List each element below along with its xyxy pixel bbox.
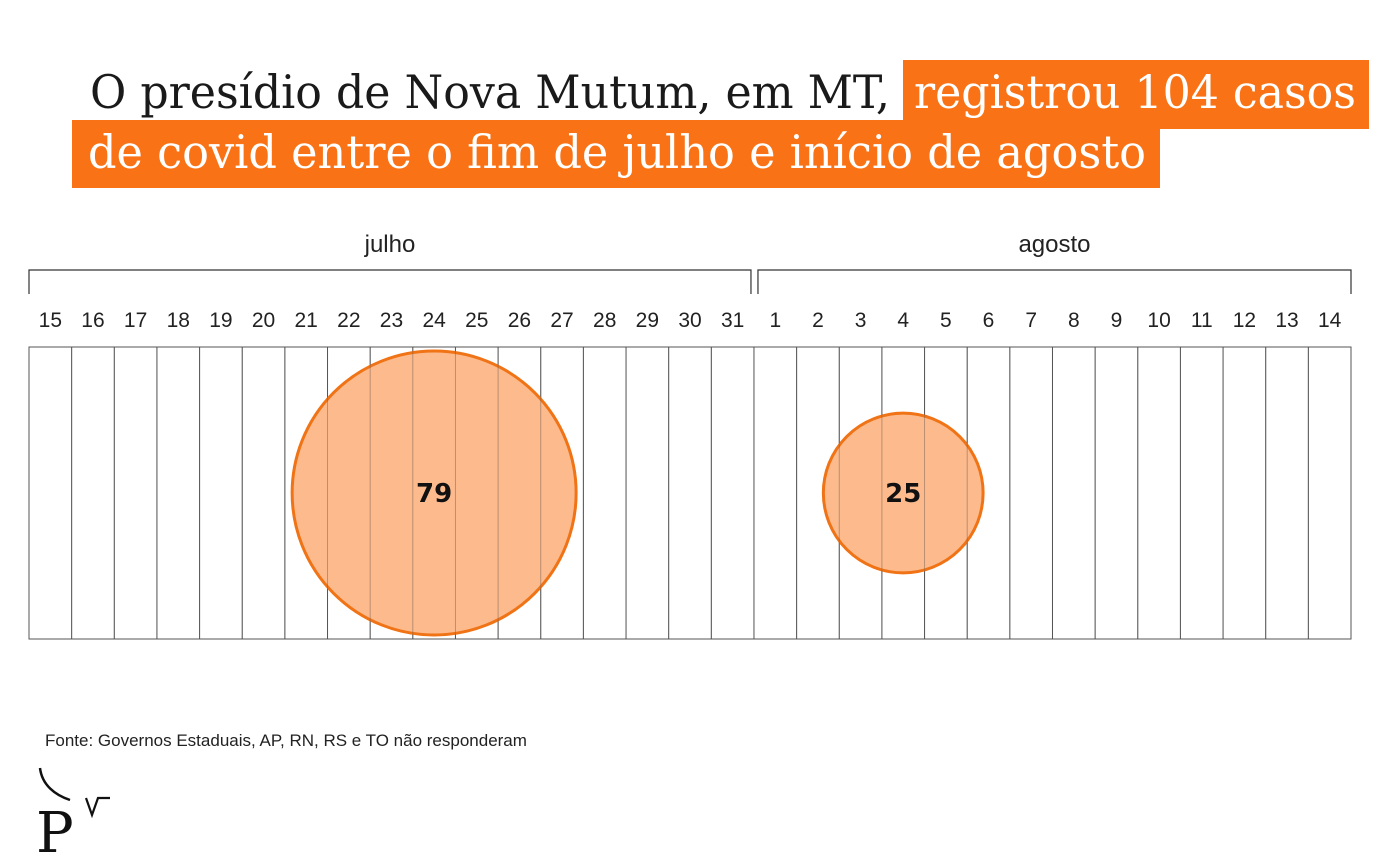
bubble-series: 79 25 — [71, 347, 1309, 639]
logo-letter: P — [36, 801, 74, 862]
day-label-agosto-1: 1 — [769, 309, 781, 332]
day-label-agosto-10: 10 — [1147, 309, 1170, 332]
month-bracket-julho — [28, 269, 752, 294]
day-label-agosto-4: 4 — [897, 309, 909, 332]
day-label-julho-30: 30 — [678, 309, 701, 332]
day-label-agosto-2: 2 — [812, 309, 824, 332]
day-axis: 15 16 17 18 19 20 21 22 23 24 25 26 27 28 29 30 31 1 2 3 4 5 6… — [39, 309, 1342, 332]
source-note: Fonte: Governos Estaduais, AP, RN, RS e … — [45, 731, 527, 750]
day-label-julho-26: 26 — [508, 309, 531, 332]
title-plain: O presídio de Nova Mutum, em MT, — [90, 65, 890, 119]
title-highlight-box-1 — [903, 60, 1369, 129]
day-label-agosto-7: 7 — [1025, 309, 1037, 332]
bubble-label-agosto-4: 25 — [885, 479, 921, 509]
month-bracket-agosto — [757, 269, 1352, 294]
bubble-agosto-4 — [821, 411, 985, 575]
day-grid — [28, 346, 1352, 640]
day-label-agosto-9: 9 — [1111, 309, 1123, 332]
day-label-julho-17: 17 — [124, 309, 147, 332]
publisher-logo: P — [36, 767, 110, 862]
month-label-julho: julho — [364, 231, 416, 258]
bubble-julho-24 — [290, 349, 578, 637]
day-label-julho-31: 31 — [721, 309, 744, 332]
day-label-agosto-13: 13 — [1275, 309, 1298, 332]
day-label-agosto-11: 11 — [1191, 309, 1213, 332]
logo-swoosh — [38, 767, 71, 802]
logo-check-mark — [84, 796, 110, 819]
day-label-julho-25: 25 — [465, 309, 488, 332]
title-highlight-box-2 — [72, 120, 1160, 188]
day-label-agosto-8: 8 — [1068, 309, 1080, 332]
day-label-julho-22: 22 — [337, 309, 360, 332]
grid-frame — [28, 346, 1352, 640]
month-label-agosto: agosto — [1018, 231, 1090, 258]
day-label-julho-24: 24 — [422, 309, 446, 332]
title-highlight-1: registrou 104 casos — [914, 65, 1356, 119]
day-label-julho-21: 21 — [295, 309, 318, 332]
day-label-julho-18: 18 — [167, 309, 190, 332]
month-axis: julho agosto — [28, 231, 1352, 294]
day-label-agosto-12: 12 — [1233, 309, 1256, 332]
day-label-julho-23: 23 — [380, 309, 403, 332]
day-label-agosto-3: 3 — [855, 309, 867, 332]
bubble-label-julho-24: 79 — [416, 479, 452, 509]
day-label-julho-20: 20 — [252, 309, 275, 332]
day-label-julho-27: 27 — [550, 309, 573, 332]
day-label-julho-29: 29 — [636, 309, 659, 332]
day-label-julho-15: 15 — [39, 309, 62, 332]
title-highlight-2: de covid entre o fim de julho e início d… — [88, 125, 1146, 179]
day-label-agosto-14: 14 — [1318, 309, 1342, 332]
day-label-agosto-5: 5 — [940, 309, 952, 332]
day-label-agosto-6: 6 — [983, 309, 995, 332]
day-label-julho-19: 19 — [209, 309, 232, 332]
day-label-julho-28: 28 — [593, 309, 616, 332]
day-label-julho-16: 16 — [81, 309, 104, 332]
